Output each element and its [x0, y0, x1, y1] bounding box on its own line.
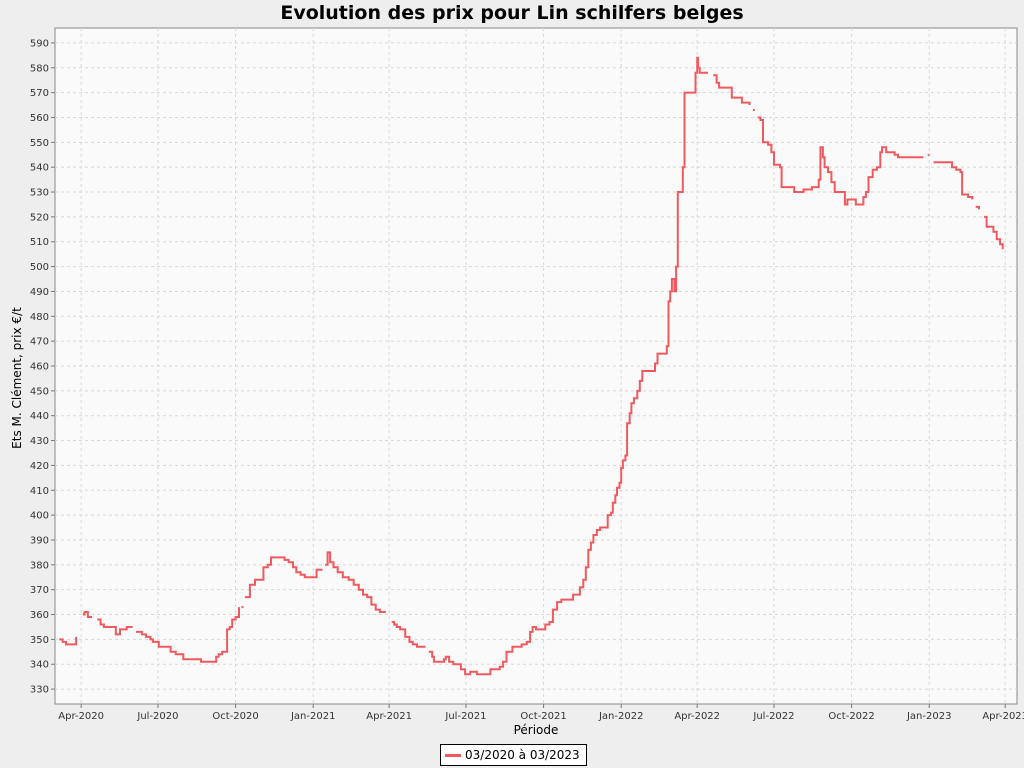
x-tick-label: Apr-2021	[366, 711, 412, 722]
chart-title: Evolution des prix pour Lin schilfers be…	[280, 2, 744, 24]
y-tick-label: 530	[30, 188, 49, 199]
y-tick-label: 370	[30, 585, 49, 596]
y-tick-label: 510	[30, 237, 49, 248]
x-tick-label: Jan-2022	[598, 711, 643, 722]
y-axis-label: Ets M. Clément, prix €/t	[10, 307, 24, 449]
y-tick-label: 490	[30, 287, 49, 298]
x-axis: Apr-2020 Jul-2020 Oct-2020 Jan-2021 Apr-2021…	[58, 704, 1024, 722]
legend-label: 03/2020 à 03/2023	[465, 748, 580, 762]
series-line-segment	[59, 636, 78, 646]
series-line-segment	[325, 551, 386, 613]
y-tick-label: 500	[30, 262, 49, 273]
series-line-segment	[428, 56, 709, 676]
y-tick-label: 580	[30, 63, 49, 74]
y-tick-label: 590	[30, 38, 49, 49]
y-tick-label: 450	[30, 386, 49, 397]
series-line-segment	[713, 74, 751, 105]
x-tick-label: Apr-2022	[674, 711, 720, 722]
y-axis: 330 340 350 360 370 380 390 400 410 420 430 440 450 4…	[30, 38, 55, 696]
series-line-segment	[933, 161, 974, 200]
x-tick-label: Jul-2020	[136, 711, 178, 722]
series-line-segment	[136, 607, 240, 663]
y-tick-label: 420	[30, 461, 49, 472]
series-layer	[59, 56, 1004, 676]
y-tick-label: 380	[30, 560, 49, 571]
y-tick-label: 440	[30, 411, 49, 422]
series-line-segment	[757, 116, 924, 206]
y-tick-label: 390	[30, 535, 49, 546]
y-tick-label: 410	[30, 486, 49, 497]
series-line-segment	[984, 215, 1004, 250]
legend-swatch	[445, 753, 461, 757]
y-tick-label: 520	[30, 212, 49, 223]
x-tick-label: Jul-2022	[752, 711, 794, 722]
x-tick-label: Apr-2023	[982, 711, 1024, 722]
y-tick-label: 570	[30, 88, 49, 99]
grid-layer	[55, 28, 1017, 704]
y-tick-label: 470	[30, 337, 49, 348]
y-tick-label: 350	[30, 635, 49, 646]
x-tick-label: Oct-2020	[212, 711, 258, 722]
series-line-segment	[97, 618, 133, 636]
y-tick-label: 560	[30, 113, 49, 124]
x-tick-label: Jul-2021	[444, 711, 486, 722]
series-line-segment	[82, 611, 93, 618]
y-tick-label: 360	[30, 610, 49, 621]
series-line-segment	[244, 556, 323, 599]
y-tick-label: 550	[30, 138, 49, 149]
y-tick-label: 430	[30, 436, 49, 447]
y-tick-label: 340	[30, 660, 49, 671]
y-tick-label: 400	[30, 511, 49, 522]
x-axis-label: Période	[514, 723, 559, 737]
x-tick-label: Oct-2021	[520, 711, 566, 722]
y-tick-label: 460	[30, 362, 49, 373]
x-tick-label: Apr-2020	[58, 711, 104, 722]
y-tick-label: 540	[30, 163, 49, 174]
x-tick-label: Jan-2023	[906, 711, 951, 722]
x-tick-label: Jan-2021	[290, 711, 335, 722]
legend: 03/2020 à 03/2023	[440, 744, 587, 766]
x-tick-label: Oct-2022	[828, 711, 874, 722]
series-line-segment	[975, 205, 980, 210]
y-tick-label: 480	[30, 312, 49, 323]
y-tick-label: 330	[30, 685, 49, 696]
series-line-segment	[391, 621, 426, 648]
